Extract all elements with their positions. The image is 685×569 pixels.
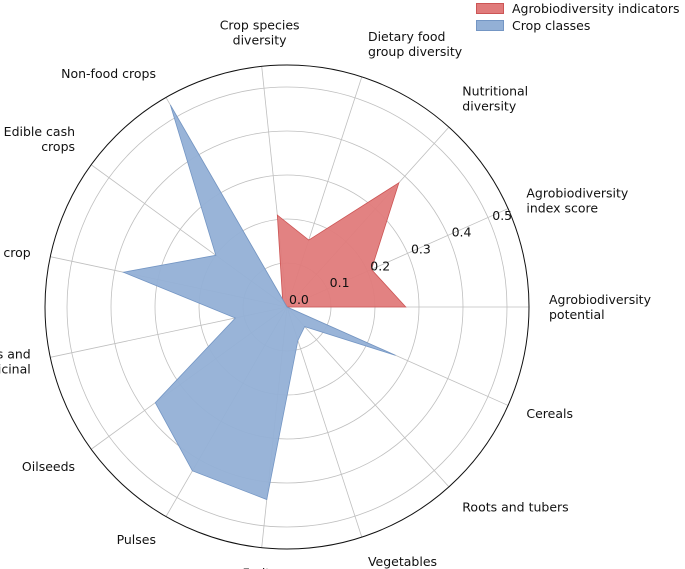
legend-label-agrobiodiversity-indicators: Agrobiodiversity indicators [512, 1, 680, 16]
legend: Agrobiodiversity indicators Crop classes [470, 0, 685, 34]
grid-spoke-12 [286, 306, 363, 538]
category-label-vegetables: Vegetables [368, 554, 437, 569]
category-label-line: Cereals [526, 406, 573, 421]
category-label-line: Dietary food [368, 29, 446, 44]
category-label-edible-cash-crops: Edible cash crops [4, 124, 75, 154]
tick-label-4: 0.4 [452, 225, 472, 240]
tick-label-5: 0.5 [492, 208, 512, 223]
category-label-line: Nutritional [462, 83, 528, 98]
legend-swatch-crop-classes [476, 20, 504, 31]
category-label-pulses: Pulses [117, 532, 156, 547]
tick-label-3: 0.3 [411, 241, 431, 256]
category-label-line: Roots and tubers [462, 500, 568, 515]
polar-frame [44, 64, 530, 550]
legend-label-crop-classes: Crop classes [512, 18, 591, 33]
category-label-line: group diversity [368, 44, 463, 59]
category-label-line: crops [41, 139, 75, 154]
radial-tick-labels: 0.0 0.1 0.2 0.3 0.4 0.5 [289, 208, 512, 307]
legend-swatch-agrobiodiversity-indicators [476, 3, 504, 14]
category-label-line: Sugar crop [0, 245, 31, 260]
category-label-sugar-crop: Sugar crop [0, 245, 31, 260]
category-label-crop-species-diversity: Crop species diversity [220, 17, 300, 47]
category-label-cereals: Cereals [526, 406, 573, 421]
category-label-nutritional-diversity: Nutritional diversity [462, 83, 528, 113]
category-label-line: Agrobiodiversity [526, 185, 629, 200]
category-label-spices-and-medicinal: Spices andmedicinal [0, 346, 31, 376]
category-label-line: Crop species [220, 17, 300, 32]
category-label-line: potential [549, 307, 605, 322]
category-label-line: Non-food crops [61, 66, 156, 81]
category-label-agrobiodiversity-index-score: Agrobiodiversity index score [526, 185, 629, 215]
category-label-line: diversity [233, 32, 288, 47]
category-label-line: Pulses [117, 532, 156, 547]
category-label-line: Vegetables [368, 554, 437, 569]
category-label-line: Oilseeds [22, 459, 75, 474]
category-label-line: index score [526, 200, 598, 215]
category-label-line: Spices and [0, 346, 31, 361]
series-crop-classes-area [122, 104, 396, 501]
tick-label-1: 0.1 [330, 275, 350, 290]
tick-label-0: 0.0 [289, 292, 309, 307]
category-label-line: Edible cash [4, 124, 75, 139]
category-label-dietary-food-group-diversity: Dietary food group diversity [368, 29, 463, 59]
legend-item-crop-classes: Crop classes [470, 17, 685, 34]
category-label-fruits: Fruits [242, 566, 276, 569]
category-label-non-food-crops: Non-food crops [61, 66, 156, 81]
tick-label-2: 0.2 [370, 258, 390, 273]
grid-spoke-13 [286, 306, 450, 488]
category-label-line: diversity [462, 98, 517, 113]
radar-series [122, 104, 407, 501]
category-label-agrobiodiversity-potential: Agrobiodiversity potential [549, 292, 652, 322]
category-label-roots-and-tubers: Roots and tubers [462, 500, 568, 515]
category-label-line: Agrobiodiversity [549, 292, 652, 307]
legend-item-agrobiodiversity-indicators: Agrobiodiversity indicators [470, 0, 685, 17]
category-label-oilseeds: Oilseeds [22, 459, 75, 474]
category-label-line: Fruits [242, 566, 276, 569]
category-label-line: medicinal [0, 361, 31, 376]
category-labels: Agrobiodiversity potentialAgrobiodiversit… [0, 17, 652, 569]
